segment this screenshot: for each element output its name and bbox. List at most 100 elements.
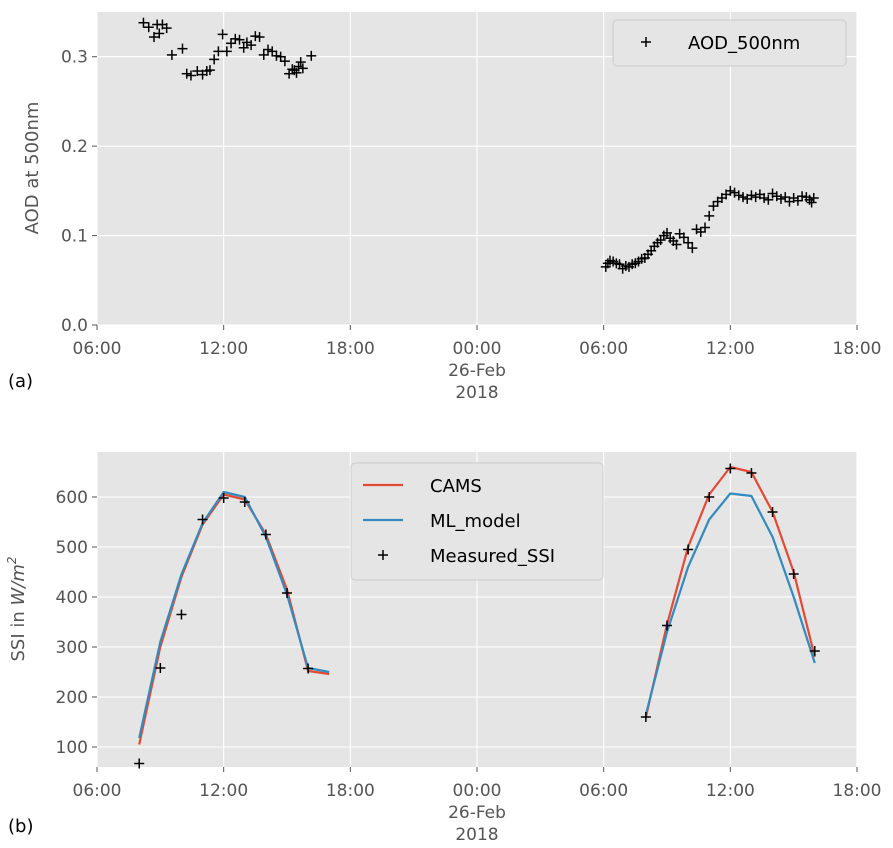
data-point-marker <box>238 42 249 53</box>
panel-b-ylabel-exp: 2 <box>5 556 19 564</box>
data-point-marker <box>708 201 719 212</box>
panel-a-ylabel: AOD at 500nm <box>22 102 43 235</box>
panel-b-ticks: 100 200 300 400 500 600 06:00 12:00 18:00 00:0026… <box>56 488 882 845</box>
data-point-marker <box>230 33 241 44</box>
data-point-marker <box>780 192 791 203</box>
data-point-marker <box>788 569 799 579</box>
data-point-marker <box>767 507 778 517</box>
data-point-marker <box>192 66 203 77</box>
data-point-marker <box>138 17 149 28</box>
data-point-marker <box>733 190 744 201</box>
a-xtick-label: 18:00 <box>326 339 375 359</box>
b-xtick-label: 18:00 <box>326 781 375 801</box>
a-ytick-label: 0.1 <box>61 227 88 247</box>
panel-b-ssi-chart: 100 200 300 400 500 600 06:00 12:00 18:00 00:0026… <box>5 452 882 845</box>
data-point-marker <box>221 46 232 57</box>
data-point-marker <box>704 210 715 221</box>
data-point-marker <box>197 514 208 525</box>
data-point-marker <box>662 227 672 238</box>
data-point-marker <box>700 222 710 233</box>
panel-b-marks <box>134 463 820 769</box>
data-point-marker <box>683 237 694 248</box>
b-xtick-label: 18:00 <box>833 781 882 801</box>
data-point-marker <box>293 61 304 72</box>
panel-a-label: (a) <box>8 371 33 392</box>
data-point-marker <box>258 49 269 60</box>
b-xtick-label: 06:00 <box>579 781 628 801</box>
b-ytick-label: 400 <box>56 588 88 608</box>
data-point-marker <box>809 646 820 656</box>
data-point-marker <box>725 463 736 474</box>
data-point-marker <box>143 22 154 33</box>
data-point-marker <box>291 67 302 78</box>
data-point-marker <box>282 588 292 598</box>
data-point-marker <box>263 44 273 55</box>
b-xtick-label: 06:00 <box>73 781 122 801</box>
b-xtick-year: 2018 <box>455 825 498 845</box>
data-point-marker <box>763 194 774 205</box>
data-point-marker <box>797 191 808 202</box>
data-point-marker <box>759 193 770 204</box>
data-point-marker <box>154 28 165 39</box>
legend-marker-aod <box>641 37 651 47</box>
data-point-marker <box>275 51 286 62</box>
a-xtick-label: 12:00 <box>199 339 248 359</box>
b-ytick-label: 100 <box>56 738 88 758</box>
data-point-marker <box>725 185 736 196</box>
data-point-marker <box>177 43 188 54</box>
legend-label-ml-model: ML_model <box>430 511 521 532</box>
panel-b-ylabel-unit: W/m <box>8 564 29 605</box>
data-point-marker <box>250 31 261 42</box>
a-xtick-date: 26-Feb <box>448 361 506 381</box>
data-point-marker <box>683 544 694 555</box>
data-point-marker <box>209 54 220 65</box>
legend-marker-measured-ssi <box>378 550 388 560</box>
a-ytick-label: 0.3 <box>61 48 88 68</box>
data-point-marker <box>738 192 748 203</box>
data-point-marker <box>226 38 237 49</box>
b-xtick-label: 12:00 <box>706 781 755 801</box>
b-xtick-label: 12:00 <box>199 781 248 801</box>
a-ytick-label: 0.0 <box>61 316 88 336</box>
panel-b-legend-box <box>350 462 604 581</box>
data-point-marker <box>134 758 145 769</box>
b-ytick-label: 600 <box>56 488 88 508</box>
data-point-marker <box>297 63 308 74</box>
data-point-marker <box>640 712 651 722</box>
a-xtick-label: 06:00 <box>73 339 122 359</box>
data-point-marker <box>776 193 786 204</box>
data-point-marker <box>806 197 817 208</box>
data-point-marker <box>185 70 196 81</box>
data-point-marker <box>213 46 224 57</box>
data-point-marker <box>671 239 682 250</box>
data-point-marker <box>662 620 672 631</box>
data-point-marker <box>792 195 803 206</box>
data-point-marker <box>161 23 172 34</box>
legend-label-measured-ssi: Measured_SSI <box>430 546 555 567</box>
data-point-marker <box>149 32 159 43</box>
a-xtick-year: 2018 <box>455 383 498 403</box>
legend-label-aod: AOD_500nm <box>688 33 800 54</box>
b-ytick-label: 300 <box>56 638 88 658</box>
panel-b-label: (b) <box>8 816 33 837</box>
data-point-marker <box>306 50 317 61</box>
panel-b-legend: CAMS ML_model Measured_SSI <box>350 462 604 581</box>
a-xtick-label: 18:00 <box>833 339 882 359</box>
data-point-marker <box>267 46 278 57</box>
data-point-marker <box>295 57 306 68</box>
data-point-marker <box>746 190 757 201</box>
data-point-marker <box>695 226 706 237</box>
panel-b-ylabel: SSI in W/m2 <box>5 556 29 661</box>
a-xtick-label: 00:00 <box>453 339 502 359</box>
data-point-marker <box>303 663 314 674</box>
data-point-marker <box>746 468 757 478</box>
b-ytick-label: 200 <box>56 688 88 708</box>
data-point-marker <box>166 49 177 60</box>
a-xtick-label: 12:00 <box>706 339 755 359</box>
b-ytick-label: 500 <box>56 538 88 558</box>
panel-a-aod-chart: 0.0 0.1 0.2 0.3 06:00 12:00 18:00 00:0026-Feb20… <box>8 12 882 403</box>
data-point-marker <box>704 492 715 502</box>
data-point-marker <box>808 193 819 204</box>
panel-a-grid <box>96 12 858 326</box>
